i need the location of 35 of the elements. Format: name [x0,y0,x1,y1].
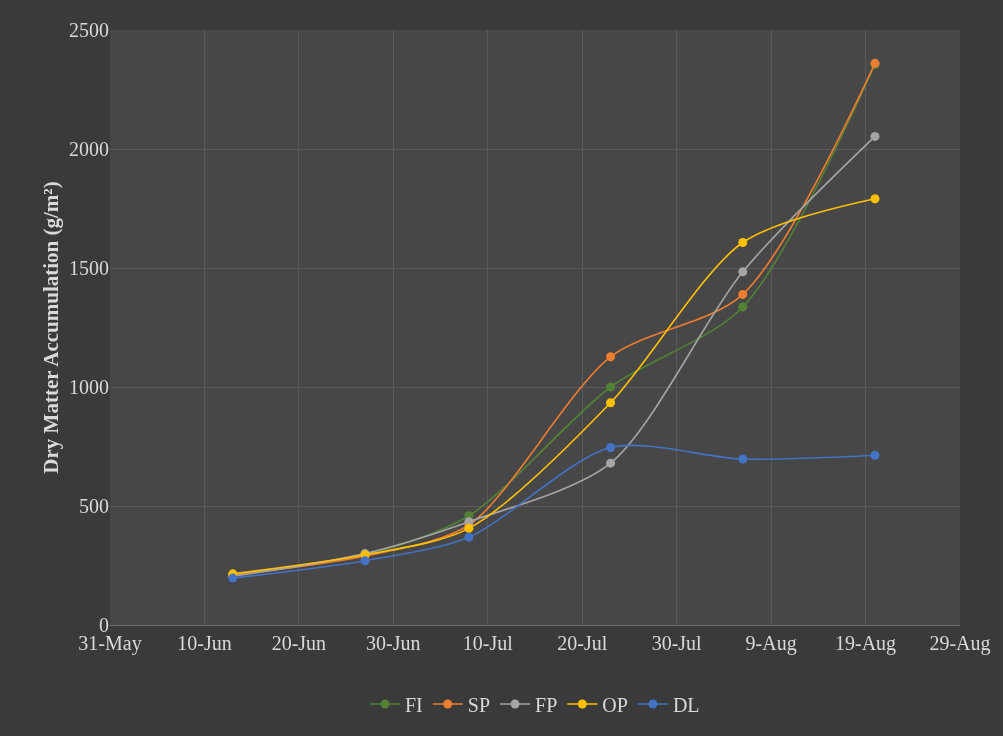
x-tick-label: 30-Jul [651,632,703,654]
point [738,302,748,312]
y-tick-label: 2000 [69,138,109,160]
x-tick-label: 30-Jun [366,632,421,654]
y-tick-label: 500 [79,495,109,517]
y-tick-label: 2500 [69,19,109,41]
point [870,131,880,141]
point [606,442,616,452]
point [606,398,616,408]
point [606,458,616,468]
x-tick-label: 9-Aug [745,632,797,655]
legend-label: OP [602,693,628,716]
legend-label: DL [672,693,700,716]
point [606,382,616,392]
y-axis-title: Dry Matter Accumulation (g/m²) [39,181,63,474]
y-tick-label: 1500 [69,257,109,279]
point [738,238,748,248]
legend-label: FP [535,693,558,716]
legend-label: SP [467,693,491,716]
point [738,454,748,464]
x-tick-label: 19-Aug [835,632,897,655]
x-tick-label: 29-Aug [929,632,991,655]
point [360,556,370,566]
point [606,352,616,362]
point [738,289,748,299]
point [464,532,474,542]
x-tick-label: 10-Jul [462,632,514,654]
x-tick-label: 20-Jun [271,632,327,654]
legend-label: FI [405,693,423,716]
point [738,267,748,277]
x-tick-label: 20-Jul [557,632,608,654]
x-tick-label: 10-Jun [177,632,232,654]
point [870,450,880,460]
point [870,194,880,204]
y-tick-label: 1000 [69,376,109,398]
